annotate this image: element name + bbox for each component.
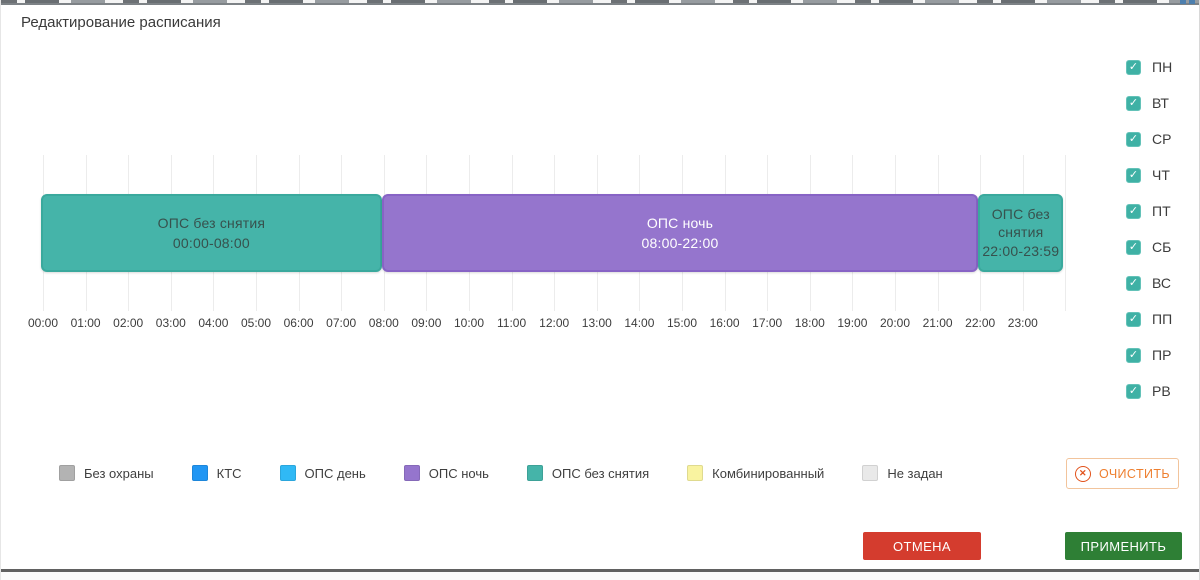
background-page-bottom-edge: [1, 569, 1199, 580]
time-tick-label: 10:00: [453, 316, 485, 330]
day-checkbox-pt[interactable]: ✓: [1126, 203, 1141, 219]
day-label-sb: СБ: [1152, 239, 1172, 255]
time-tick-label: 07:00: [326, 316, 357, 330]
legend-color-swatch: [403, 465, 420, 481]
day-checkbox-vt[interactable]: ✓: [1126, 95, 1141, 111]
time-tick-label: 08:00: [368, 316, 399, 330]
day-row-pp[interactable]: ✓ ПП: [1126, 311, 1172, 327]
legend-color-swatch: [59, 465, 75, 481]
legend-color-swatch: [191, 465, 208, 481]
time-tick-label: 22:00: [965, 316, 996, 330]
clear-button-label: ОЧИСТИТЬ: [1098, 466, 1171, 481]
time-tick-label: 01:00: [70, 316, 101, 330]
cancel-button[interactable]: ОТМЕНА: [863, 532, 981, 560]
time-tick-label: 20:00: [879, 316, 911, 330]
apply-button[interactable]: ПРИМЕНИТЬ: [1065, 532, 1182, 560]
block-label: ОПС без снятия: [991, 205, 1050, 240]
day-checkbox-sb[interactable]: ✓: [1126, 239, 1141, 255]
legend-item-label: ОПС ночь: [428, 465, 489, 481]
legend-item-label: Не задан: [887, 465, 943, 481]
legend-item-label: Без охраны: [84, 465, 154, 481]
block-time-range: 22:00-23:59: [982, 243, 1060, 260]
day-row-pr[interactable]: ✓ ПР: [1126, 347, 1171, 363]
legend-color-swatch: [526, 465, 543, 481]
day-row-rv[interactable]: ✓ РВ: [1126, 383, 1171, 399]
legend-item: КТС: [191, 465, 242, 481]
background-fragment: [1180, 0, 1186, 4]
day-checkbox-vs[interactable]: ✓: [1126, 275, 1141, 291]
legend-color-swatch: [279, 465, 296, 481]
time-tick-label: 17:00: [752, 316, 783, 330]
legend-item: ОПС ночь: [403, 465, 489, 481]
background-page-top-edge: [1, 0, 1199, 5]
day-checkbox-sr[interactable]: ✓: [1126, 131, 1141, 147]
legend-item: Не задан: [862, 465, 943, 481]
day-checkbox-pn[interactable]: ✓: [1126, 59, 1141, 75]
legend-item: Без охраны: [59, 465, 154, 481]
legend-color-swatch: [862, 465, 879, 481]
block-time-range: 00:00-08:00: [172, 235, 250, 251]
circle-x-icon: ✕: [1074, 465, 1091, 482]
day-label-pt: ПТ: [1152, 203, 1171, 219]
day-checkbox-pr[interactable]: ✓: [1126, 347, 1141, 363]
legend-item: ОПС без снятия: [526, 465, 650, 481]
block-time-range: 08:00-22:00: [641, 235, 719, 251]
time-tick-label: 23:00: [1007, 316, 1038, 330]
time-tick-label: 12:00: [539, 316, 570, 330]
schedule-block[interactable]: ОПС без снятия 00:00-08:00: [41, 194, 382, 272]
day-checkbox-cht[interactable]: ✓: [1126, 167, 1141, 183]
day-label-cht: ЧТ: [1152, 167, 1170, 183]
day-label-vt: ВТ: [1152, 95, 1169, 111]
time-tick-label: 16:00: [709, 316, 740, 330]
day-label-vs: ВС: [1152, 275, 1171, 291]
legend-item-label: КТС: [216, 465, 242, 481]
time-tick-label: 15:00: [666, 316, 698, 330]
time-tick-label: 06:00: [283, 316, 314, 330]
legend-color-swatch: [687, 465, 704, 481]
day-label-pp: ПП: [1152, 311, 1173, 327]
block-label: ОПС без снятия: [157, 214, 266, 231]
day-row-pn[interactable]: ✓ ПН: [1126, 59, 1172, 75]
grid-line: [1065, 155, 1067, 311]
day-label-rv: РВ: [1152, 383, 1171, 399]
day-label-pr: ПР: [1152, 347, 1172, 363]
day-row-vt[interactable]: ✓ ВТ: [1126, 95, 1169, 111]
day-row-sb[interactable]: ✓ СБ: [1126, 239, 1171, 255]
time-tick-label: 04:00: [198, 316, 229, 330]
time-tick-label: 18:00: [794, 316, 825, 330]
day-row-vs[interactable]: ✓ ВС: [1126, 275, 1171, 291]
time-tick-label: 14:00: [624, 316, 655, 330]
background-fragment: [1189, 0, 1195, 4]
legend: Без охраны КТС ОПС день ОПС ночь ОПС без сня…: [59, 465, 943, 481]
day-label-sr: СР: [1152, 131, 1172, 147]
legend-item-label: ОПС день: [304, 465, 366, 481]
schedule-block[interactable]: ОПС без снятия 22:00-23:59: [978, 194, 1064, 272]
time-tick-label: 19:00: [837, 316, 868, 330]
time-tick-label: 02:00: [113, 316, 144, 330]
schedule-timeline: ОПС без снятия 00:00-08:00 ОПС ночь 08:00-2…: [1, 0, 1101, 340]
time-tick-label: 05:00: [240, 316, 272, 330]
day-row-sr[interactable]: ✓ СР: [1126, 131, 1171, 147]
legend-item: Комбинированный: [687, 465, 824, 481]
time-tick-label: 09:00: [411, 316, 442, 330]
legend-item-label: ОПС без снятия: [551, 465, 650, 481]
time-tick-label: 03:00: [155, 316, 186, 330]
schedule-block[interactable]: ОПС ночь 08:00-22:00: [381, 194, 979, 272]
day-label-pn: ПН: [1152, 59, 1173, 75]
block-label: ОПС ночь: [646, 214, 714, 231]
day-row-pt[interactable]: ✓ ПТ: [1126, 203, 1171, 219]
page-title: Редактирование расписания: [21, 14, 221, 31]
clear-button[interactable]: ✕ ОЧИСТИТЬ: [1066, 458, 1179, 489]
day-checkbox-rv[interactable]: ✓: [1126, 383, 1141, 399]
time-tick-label: 21:00: [922, 316, 953, 330]
time-tick-label: 13:00: [581, 316, 612, 330]
legend-item: ОПС день: [279, 465, 366, 481]
time-tick-label: 00:00: [27, 316, 59, 330]
time-tick-label: 11:00: [497, 316, 527, 330]
legend-item-label: Комбинированный: [712, 465, 825, 481]
day-checkbox-pp[interactable]: ✓: [1126, 311, 1141, 327]
day-row-cht[interactable]: ✓ ЧТ: [1126, 167, 1170, 183]
